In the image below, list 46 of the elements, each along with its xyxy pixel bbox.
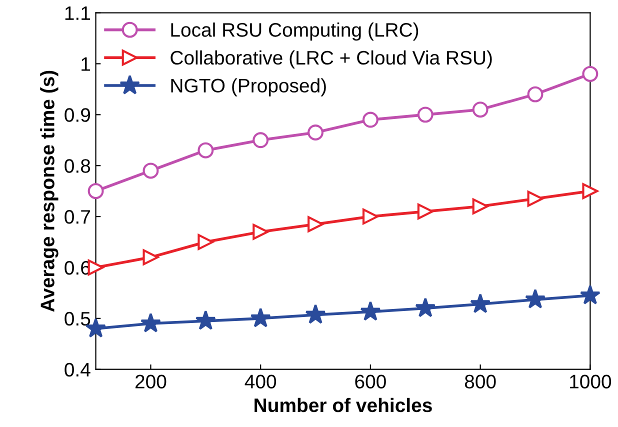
point bbox=[527, 86, 544, 102]
legend-label: NGTO (Proposed) bbox=[171, 78, 326, 96]
x-axis-title: Number of vehicles bbox=[254, 398, 432, 412]
point bbox=[362, 208, 378, 225]
point bbox=[472, 198, 488, 214]
x-tick-label: 200 bbox=[135, 374, 166, 388]
point bbox=[142, 249, 159, 266]
point bbox=[415, 297, 436, 318]
point bbox=[198, 234, 214, 250]
x-tick-label: 800 bbox=[464, 374, 496, 388]
y-tick-label: 0.4 bbox=[64, 362, 90, 377]
point bbox=[195, 310, 216, 330]
x-tick-label: 600 bbox=[355, 374, 386, 388]
point bbox=[582, 66, 598, 82]
legend-label: Local RSU Computing (LRC) bbox=[171, 22, 418, 41]
y-tick-label: 1.1 bbox=[65, 6, 90, 20]
y-tick-label: 0.8 bbox=[64, 159, 90, 173]
point bbox=[472, 102, 488, 118]
point bbox=[417, 203, 434, 220]
point bbox=[250, 308, 271, 328]
point bbox=[527, 190, 544, 207]
legend-label: Collaborative (LRC + Cloud Via RSU) bbox=[170, 50, 492, 68]
point bbox=[582, 183, 598, 200]
point bbox=[470, 293, 491, 314]
x-tick-label: 1000 bbox=[570, 374, 612, 388]
point bbox=[360, 301, 381, 321]
point bbox=[198, 142, 214, 158]
point bbox=[580, 284, 600, 304]
y-tick-label: 0.7 bbox=[64, 210, 90, 224]
y-tick-label: 0.9 bbox=[64, 108, 90, 122]
point bbox=[142, 162, 159, 179]
point bbox=[88, 183, 104, 200]
point bbox=[252, 224, 269, 240]
point bbox=[417, 106, 434, 123]
y-tick-label: 1 bbox=[82, 57, 90, 71]
y-tick-label: 0.5 bbox=[64, 312, 90, 326]
point bbox=[252, 132, 269, 148]
point bbox=[305, 304, 326, 324]
point bbox=[140, 312, 162, 332]
point bbox=[524, 288, 546, 308]
point bbox=[88, 259, 104, 276]
x-tick-label: 400 bbox=[244, 374, 276, 388]
point bbox=[308, 216, 324, 232]
point bbox=[362, 112, 378, 128]
y-axis-title: Average response time (s) bbox=[40, 70, 58, 312]
point bbox=[308, 124, 324, 140]
